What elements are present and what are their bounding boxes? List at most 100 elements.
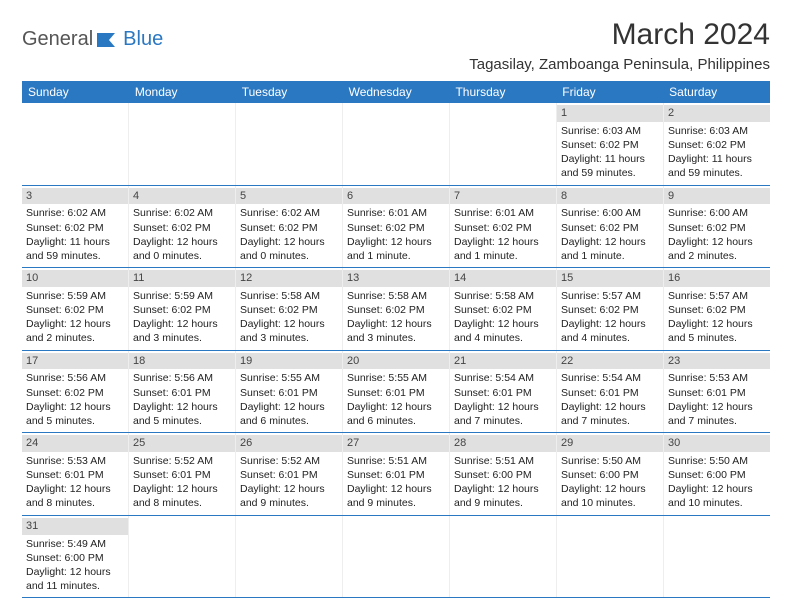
sunrise-text: Sunrise: 5:59 AM: [26, 289, 124, 303]
day-cell: 10Sunrise: 5:59 AMSunset: 6:02 PMDayligh…: [22, 268, 129, 350]
sunrise-text: Sunrise: 5:59 AM: [133, 289, 231, 303]
sunset-text: Sunset: 6:02 PM: [561, 138, 659, 152]
daylight-text: Daylight: 12 hours and 7 minutes.: [668, 400, 766, 428]
sunset-text: Sunset: 6:02 PM: [240, 303, 338, 317]
day-number: [129, 518, 235, 520]
weekday-header: Thursday: [449, 81, 556, 103]
sunrise-text: Sunrise: 5:52 AM: [133, 454, 231, 468]
weekday-header: Friday: [556, 81, 663, 103]
week-row: 10Sunrise: 5:59 AMSunset: 6:02 PMDayligh…: [22, 268, 770, 351]
sunset-text: Sunset: 6:02 PM: [26, 303, 124, 317]
day-number: 24: [22, 435, 128, 452]
day-number: [22, 105, 128, 107]
day-number: 22: [557, 353, 663, 370]
weekday-header: Saturday: [663, 81, 770, 103]
day-cell: 31Sunrise: 5:49 AMSunset: 6:00 PMDayligh…: [22, 516, 129, 598]
daylight-text: Daylight: 12 hours and 10 minutes.: [561, 482, 659, 510]
day-cell: 7Sunrise: 6:01 AMSunset: 6:02 PMDaylight…: [450, 186, 557, 268]
weekday-header-row: Sunday Monday Tuesday Wednesday Thursday…: [22, 81, 770, 103]
weekday-header: Monday: [129, 81, 236, 103]
weekday-header: Wednesday: [343, 81, 450, 103]
day-cell: [236, 516, 343, 598]
day-cell: 11Sunrise: 5:59 AMSunset: 6:02 PMDayligh…: [129, 268, 236, 350]
daylight-text: Daylight: 11 hours and 59 minutes.: [668, 152, 766, 180]
day-cell: 20Sunrise: 5:55 AMSunset: 6:01 PMDayligh…: [343, 351, 450, 433]
daylight-text: Daylight: 12 hours and 2 minutes.: [668, 235, 766, 263]
sunrise-text: Sunrise: 5:50 AM: [561, 454, 659, 468]
daylight-text: Daylight: 12 hours and 9 minutes.: [240, 482, 338, 510]
daylight-text: Daylight: 12 hours and 10 minutes.: [668, 482, 766, 510]
day-number: 13: [343, 270, 449, 287]
sunset-text: Sunset: 6:02 PM: [347, 221, 445, 235]
daylight-text: Daylight: 12 hours and 5 minutes.: [133, 400, 231, 428]
day-number: 19: [236, 353, 342, 370]
daylight-text: Daylight: 12 hours and 8 minutes.: [133, 482, 231, 510]
daylight-text: Daylight: 12 hours and 0 minutes.: [133, 235, 231, 263]
sunrise-text: Sunrise: 6:02 AM: [133, 206, 231, 220]
daylight-text: Daylight: 12 hours and 6 minutes.: [347, 400, 445, 428]
daylight-text: Daylight: 11 hours and 59 minutes.: [26, 235, 124, 263]
day-number: 1: [557, 105, 663, 122]
sunset-text: Sunset: 6:01 PM: [454, 386, 552, 400]
day-cell: 18Sunrise: 5:56 AMSunset: 6:01 PMDayligh…: [129, 351, 236, 433]
logo-text-blue: Blue: [123, 28, 163, 51]
sunrise-text: Sunrise: 5:57 AM: [561, 289, 659, 303]
daylight-text: Daylight: 12 hours and 5 minutes.: [668, 317, 766, 345]
day-cell: 23Sunrise: 5:53 AMSunset: 6:01 PMDayligh…: [664, 351, 770, 433]
sunset-text: Sunset: 6:02 PM: [133, 303, 231, 317]
daylight-text: Daylight: 12 hours and 5 minutes.: [26, 400, 124, 428]
day-number: [129, 105, 235, 107]
day-number: 14: [450, 270, 556, 287]
day-number: [450, 105, 556, 107]
day-cell: [343, 516, 450, 598]
sunset-text: Sunset: 6:01 PM: [240, 386, 338, 400]
logo-flag-icon: [97, 31, 121, 49]
day-number: 20: [343, 353, 449, 370]
day-number: [664, 518, 770, 520]
sunset-text: Sunset: 6:01 PM: [668, 386, 766, 400]
day-cell: [129, 103, 236, 185]
weekday-header: Sunday: [22, 81, 129, 103]
sunset-text: Sunset: 6:00 PM: [668, 468, 766, 482]
sunrise-text: Sunrise: 5:49 AM: [26, 537, 124, 551]
logo-text-general: General: [22, 28, 93, 51]
day-cell: 14Sunrise: 5:58 AMSunset: 6:02 PMDayligh…: [450, 268, 557, 350]
day-number: [343, 105, 449, 107]
sunrise-text: Sunrise: 5:57 AM: [668, 289, 766, 303]
sunset-text: Sunset: 6:02 PM: [133, 221, 231, 235]
daylight-text: Daylight: 12 hours and 9 minutes.: [454, 482, 552, 510]
day-cell: 12Sunrise: 5:58 AMSunset: 6:02 PMDayligh…: [236, 268, 343, 350]
week-row: 31Sunrise: 5:49 AMSunset: 6:00 PMDayligh…: [22, 516, 770, 599]
day-cell: 25Sunrise: 5:52 AMSunset: 6:01 PMDayligh…: [129, 433, 236, 515]
daylight-text: Daylight: 12 hours and 7 minutes.: [454, 400, 552, 428]
daylight-text: Daylight: 12 hours and 4 minutes.: [454, 317, 552, 345]
day-number: 3: [22, 188, 128, 205]
day-cell: [129, 516, 236, 598]
daylight-text: Daylight: 12 hours and 2 minutes.: [26, 317, 124, 345]
daylight-text: Daylight: 12 hours and 4 minutes.: [561, 317, 659, 345]
day-cell: 4Sunrise: 6:02 AMSunset: 6:02 PMDaylight…: [129, 186, 236, 268]
sunset-text: Sunset: 6:01 PM: [133, 386, 231, 400]
daylight-text: Daylight: 12 hours and 9 minutes.: [347, 482, 445, 510]
day-number: 25: [129, 435, 235, 452]
day-cell: 13Sunrise: 5:58 AMSunset: 6:02 PMDayligh…: [343, 268, 450, 350]
sunset-text: Sunset: 6:02 PM: [454, 221, 552, 235]
sunrise-text: Sunrise: 6:03 AM: [668, 124, 766, 138]
sunset-text: Sunset: 6:02 PM: [240, 221, 338, 235]
day-cell: [450, 516, 557, 598]
day-number: 11: [129, 270, 235, 287]
sunset-text: Sunset: 6:00 PM: [454, 468, 552, 482]
daylight-text: Daylight: 12 hours and 8 minutes.: [26, 482, 124, 510]
sunrise-text: Sunrise: 6:01 AM: [454, 206, 552, 220]
day-number: 15: [557, 270, 663, 287]
day-number: [450, 518, 556, 520]
weekday-header: Tuesday: [236, 81, 343, 103]
sunrise-text: Sunrise: 5:53 AM: [26, 454, 124, 468]
day-number: 21: [450, 353, 556, 370]
day-cell: 16Sunrise: 5:57 AMSunset: 6:02 PMDayligh…: [664, 268, 770, 350]
sunrise-text: Sunrise: 6:01 AM: [347, 206, 445, 220]
daylight-text: Daylight: 12 hours and 3 minutes.: [347, 317, 445, 345]
calendar-table: Sunday Monday Tuesday Wednesday Thursday…: [22, 81, 770, 598]
day-number: 17: [22, 353, 128, 370]
sunset-text: Sunset: 6:01 PM: [347, 386, 445, 400]
